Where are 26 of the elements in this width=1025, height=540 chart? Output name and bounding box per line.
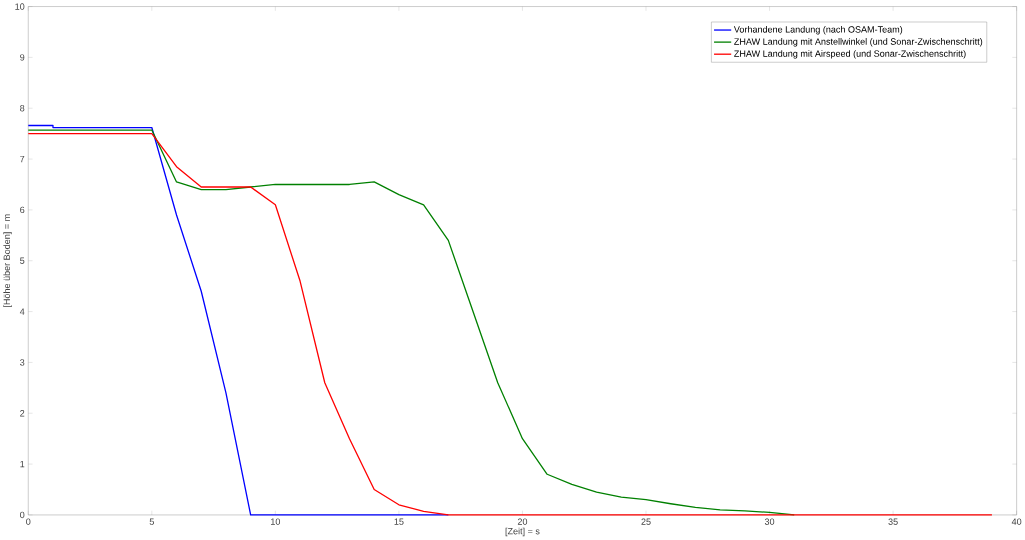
x-tick-label: 25 [641, 518, 651, 526]
y-tick-label: 4 [19, 308, 25, 315]
legend-label: ZHAW Landung mit Airspeed (und Sonar-Zwischenschritt) [734, 50, 966, 59]
y-tick-label: 6 [20, 206, 25, 214]
y-tick-label: 2 [20, 410, 25, 417]
x-tick-label: 15 [394, 518, 404, 526]
y-tick-label: 10 [15, 3, 25, 10]
x-axis-title: [Zeit] = s [505, 527, 540, 537]
y-tick-label: 1 [20, 461, 25, 468]
x-tick-label: 0 [26, 518, 31, 526]
legend-label: ZHAW Landung mit Anstellwinkel (und Sonar-Zwischenschritt) [734, 38, 983, 47]
x-tick-label: 5 [149, 518, 154, 526]
y-tick-label: 9 [20, 54, 25, 61]
x-tick-label: 40 [1011, 518, 1022, 526]
x-tick-label: 30 [764, 518, 775, 526]
x-tick-label: 20 [517, 518, 528, 526]
y-tick-label: 5 [20, 257, 25, 265]
x-tick-label: 35 [888, 518, 898, 526]
y-tick-label: 8 [20, 105, 25, 112]
y-axis-title: [Höhe über Boden] = m [3, 214, 12, 308]
legend-label: Vorhandene Landung (nach OSAM-Team) [733, 26, 903, 35]
y-tick-label: 3 [20, 359, 25, 366]
y-tick-label: 0 [20, 511, 25, 519]
line-series [27, 125, 449, 516]
y-tick-label: 7 [20, 156, 25, 163]
x-tick-label: 10 [271, 518, 281, 526]
